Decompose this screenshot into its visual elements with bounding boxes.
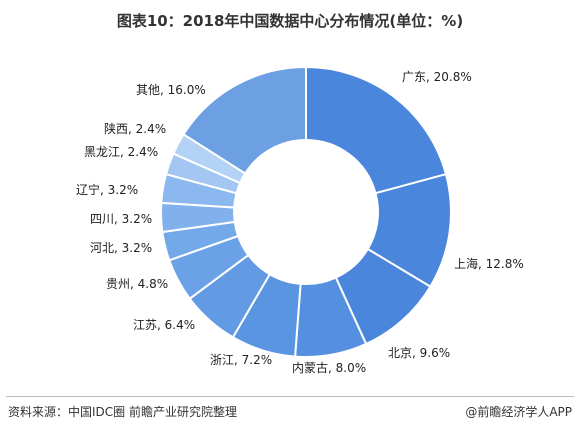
slice-其他 xyxy=(182,65,307,175)
data-label-江苏: 江苏, 6.4% xyxy=(133,318,195,332)
data-label-贵州: 贵州, 4.8% xyxy=(106,277,168,291)
data-label-辽宁: 辽宁, 3.2% xyxy=(76,182,138,197)
data-label-黑龙江: 黑龙江, 2.4% xyxy=(84,145,158,159)
chart-title: 图表10：2018年中国数据中心分布情况(单位：%) xyxy=(116,12,464,30)
brand-credit: @前瞻经济学人APP xyxy=(465,405,572,419)
slice-广东 xyxy=(305,65,448,195)
source-note: 资料来源：中国IDC圈 前瞻产业研究院整理 xyxy=(8,405,237,419)
data-label-内蒙古: 内蒙古, 8.0% xyxy=(292,360,366,375)
data-label-陕西: 陕西, 2.4% xyxy=(104,121,166,136)
data-label-广东: 广东, 20.8% xyxy=(402,70,472,84)
data-label-河北: 河北, 3.2% xyxy=(90,241,152,255)
data-label-浙江: 浙江, 7.2% xyxy=(210,353,272,367)
data-label-上海: 上海, 12.8% xyxy=(454,256,524,271)
slices-group xyxy=(160,65,452,358)
data-label-北京: 北京, 9.6% xyxy=(388,346,450,360)
data-label-四川: 四川, 3.2% xyxy=(90,212,152,226)
labels-group: 广东, 20.8% 上海, 12.8% 北京, 9.6% 内蒙古, 8.0% 浙江, 7… xyxy=(76,70,524,375)
footer-divider xyxy=(6,396,574,397)
data-label-其他: 其他, 16.0% xyxy=(136,83,206,97)
